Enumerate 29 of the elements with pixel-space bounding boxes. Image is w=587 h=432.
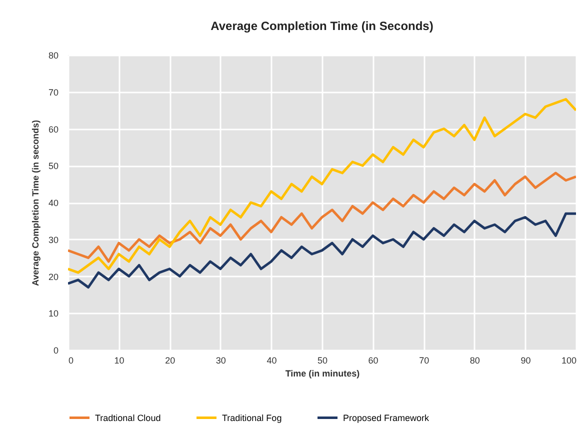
y-axis-title: Average Completion Time (in seconds) bbox=[30, 120, 40, 286]
y-tick-label: 40 bbox=[48, 198, 58, 208]
line-series bbox=[68, 172, 576, 263]
y-tick-label: 60 bbox=[48, 124, 58, 134]
line-series bbox=[68, 212, 576, 289]
x-tick-label: 50 bbox=[317, 356, 328, 366]
x-tick-label: 60 bbox=[368, 356, 378, 366]
x-tick-label: 100 bbox=[561, 356, 576, 366]
y-tick-label: 30 bbox=[48, 234, 58, 245]
x-tick-label: 0 bbox=[68, 356, 74, 366]
x-tick-label: 70 bbox=[419, 356, 430, 366]
legend-label: Tradtional Cloud bbox=[95, 412, 161, 423]
legend-label: Proposed Framework bbox=[343, 412, 430, 423]
y-tick-label: 50 bbox=[48, 161, 58, 172]
x-tick-label: 80 bbox=[470, 356, 480, 366]
x-tick-label: 30 bbox=[216, 356, 226, 366]
legend-label: Traditional Fog bbox=[222, 412, 282, 423]
y-tick-label: 10 bbox=[48, 308, 58, 319]
x-tick-label: 40 bbox=[266, 356, 277, 366]
x-tick-label: 20 bbox=[165, 356, 176, 366]
chart-title: Average Completion Time (in Seconds) bbox=[210, 19, 434, 33]
y-tick-label: 0 bbox=[53, 346, 58, 356]
x-tick-label: 90 bbox=[520, 356, 531, 366]
line-series bbox=[68, 98, 576, 274]
x-axis-title: Time (in minutes) bbox=[285, 368, 360, 378]
y-tick-label: 20 bbox=[48, 272, 58, 282]
y-tick-label: 70 bbox=[48, 87, 58, 98]
y-tick-label: 80 bbox=[48, 50, 58, 60]
x-tick-label: 10 bbox=[114, 356, 124, 366]
